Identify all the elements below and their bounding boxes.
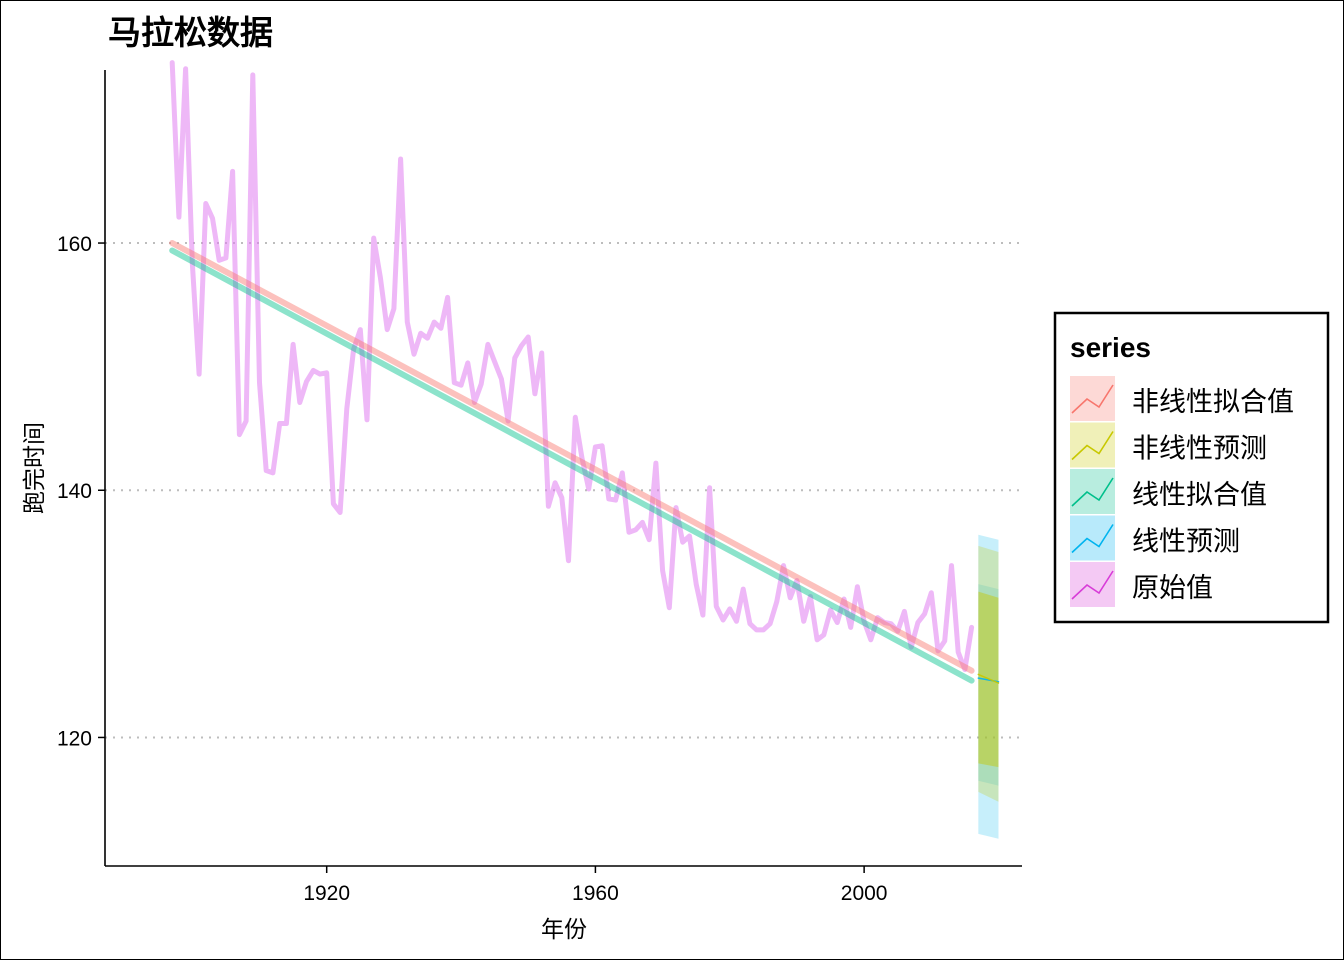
y-tick-label-120: 120 bbox=[57, 727, 92, 750]
legend-label-1: 非线性拟合值 bbox=[1132, 387, 1294, 418]
x-tick-label-1960: 1960 bbox=[572, 882, 619, 905]
legend-item-4: 线性预测 bbox=[1070, 515, 1240, 561]
y-tick-label-140: 140 bbox=[57, 480, 92, 503]
legend-item-1: 非线性拟合值 bbox=[1070, 376, 1294, 421]
legend-key-2 bbox=[1070, 422, 1115, 468]
axis-ticks: 120 140 160 1920 1960 2000 bbox=[57, 233, 888, 905]
legend-key-3 bbox=[1070, 469, 1115, 514]
legend-item-3: 线性拟合值 bbox=[1070, 469, 1267, 514]
legend-line-icon bbox=[1071, 384, 1114, 414]
legend-box bbox=[1053, 311, 1330, 624]
legend-label-3: 线性拟合值 bbox=[1132, 480, 1267, 511]
legend-line-icon bbox=[1071, 524, 1114, 554]
x-tick-label-2000: 2000 bbox=[841, 882, 888, 905]
grid-lines bbox=[105, 242, 1022, 739]
series-nonlinear-pred-line bbox=[977, 673, 1000, 684]
series-linear-fit-line bbox=[169, 247, 975, 684]
nonlinear-pred-band-95 bbox=[978, 545, 999, 802]
legend-key-4 bbox=[1070, 515, 1115, 561]
series-nonlinear-fit-line bbox=[169, 240, 975, 674]
y-axis-label: 跑完时间 bbox=[22, 422, 48, 514]
chart-title: 马拉松数据 bbox=[108, 13, 273, 52]
legend-item-2: 非线性预测 bbox=[1070, 422, 1267, 468]
x-axis-label: 年份 bbox=[541, 917, 587, 943]
legend-line-icon bbox=[1071, 477, 1114, 507]
legend-label-2: 非线性预测 bbox=[1132, 434, 1267, 465]
legend-line-icon bbox=[1071, 431, 1114, 461]
legend-key-1 bbox=[1070, 376, 1115, 421]
series-lines bbox=[169, 60, 1000, 684]
legend-title: series bbox=[1070, 332, 1151, 363]
series-raw-line bbox=[169, 60, 975, 672]
y-tick-label-160: 160 bbox=[57, 233, 92, 256]
legend-item-5: 原始值 bbox=[1070, 562, 1213, 607]
prediction-bands bbox=[978, 534, 999, 839]
legend-line-icon bbox=[1071, 570, 1114, 600]
axes bbox=[104, 70, 1022, 867]
legend-key-5 bbox=[1070, 562, 1115, 607]
x-tick-label-1920: 1920 bbox=[303, 882, 350, 905]
linear-pred-band-95 bbox=[978, 534, 999, 839]
linear-pred-band-80 bbox=[978, 584, 999, 786]
legend-label-5: 原始值 bbox=[1132, 573, 1213, 604]
legend-label-4: 线性预测 bbox=[1132, 527, 1240, 558]
